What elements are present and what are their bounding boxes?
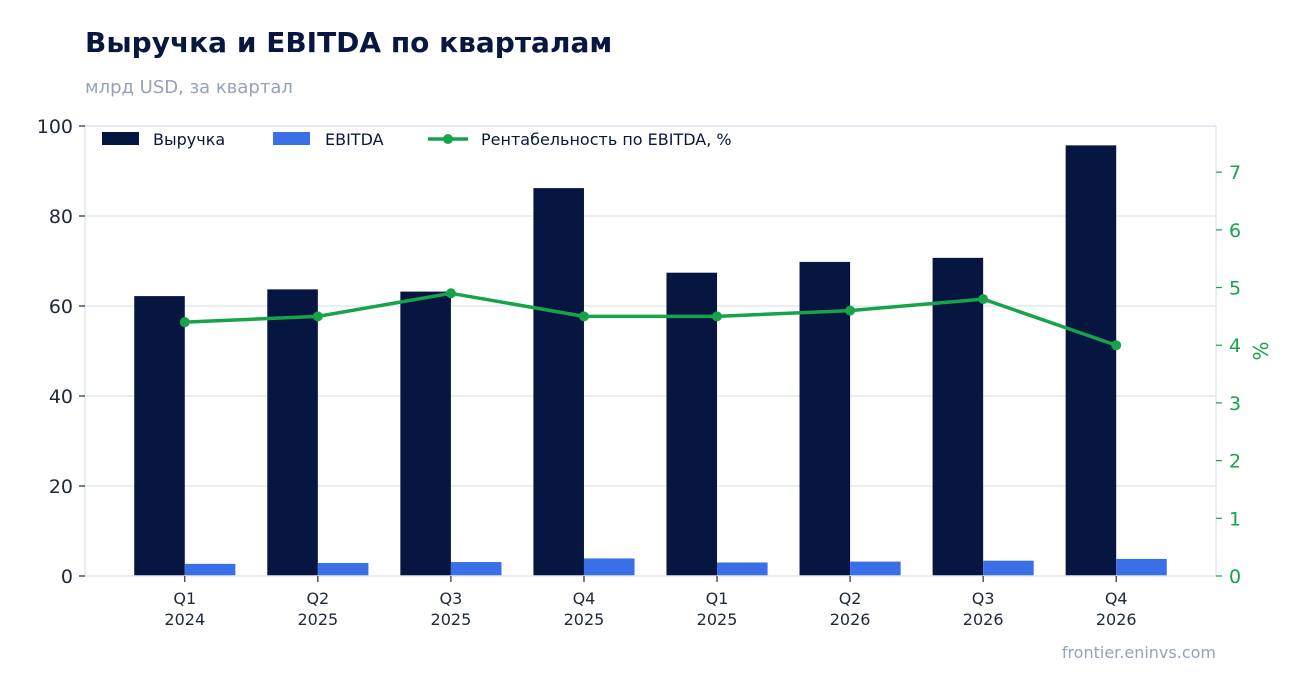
y-tick-label: 100 — [37, 116, 73, 138]
margin-point — [845, 305, 856, 316]
x-tick-label-year: 2025 — [297, 610, 338, 629]
y2-tick-label: 3 — [1229, 393, 1241, 415]
y2-axis-title: % — [1249, 341, 1273, 360]
legend-label-revenue: Выручка — [153, 130, 225, 149]
bar-ebitda — [850, 561, 901, 576]
y-tick-label: 20 — [49, 476, 73, 498]
bar-revenue — [932, 257, 984, 576]
bar-revenue — [134, 296, 185, 576]
margin-point — [578, 311, 589, 322]
margin-point — [1111, 340, 1122, 351]
x-tick-label-quarter: Q2 — [306, 589, 329, 608]
bar-revenue — [666, 272, 718, 576]
y2-tick-label: 0 — [1229, 566, 1241, 588]
x-tick-label-quarter: Q4 — [573, 589, 596, 608]
x-tick-label-year: 2026 — [1096, 610, 1137, 629]
bar-ebitda — [583, 558, 635, 576]
bar-revenue — [1065, 145, 1117, 576]
legend-label-margin: Рентабельность по EBITDA, % — [481, 130, 732, 149]
x-tick-label-year: 2026 — [830, 610, 871, 629]
y2-tick-label: 4 — [1229, 335, 1241, 357]
y-tick-label: 40 — [49, 386, 73, 408]
x-tick-label-year: 2025 — [697, 610, 738, 629]
x-tick-label-quarter: Q3 — [972, 589, 995, 608]
x-tick-label-quarter: Q1 — [706, 589, 729, 608]
margin-point — [712, 311, 723, 322]
x-tick-label-quarter: Q4 — [1105, 589, 1128, 608]
bars-layer — [134, 145, 1167, 576]
x-tick-label-quarter: Q2 — [839, 589, 862, 608]
x-tick-label-year: 2026 — [963, 610, 1004, 629]
margin-point — [978, 294, 989, 305]
x-tick-label-year: 2024 — [164, 610, 205, 629]
y-tick-label: 0 — [61, 566, 73, 588]
bar-revenue — [799, 261, 851, 576]
y-tick-label: 80 — [49, 206, 73, 228]
legend-marker-margin — [443, 134, 453, 144]
bar-ebitda — [184, 563, 236, 576]
chart-subtitle: млрд USD, за квартал — [85, 77, 293, 98]
x-tick-label-quarter: Q1 — [173, 589, 196, 608]
y2-tick-label: 6 — [1229, 220, 1241, 242]
bar-ebitda — [450, 562, 502, 576]
source-label: frontier.eninvs.com — [1062, 643, 1216, 662]
bar-ebitda — [983, 560, 1034, 576]
bar-revenue — [533, 188, 584, 576]
y2-tick-label: 1 — [1229, 508, 1241, 530]
legend: Выручка EBITDA Рентабельность по EBITDA, % — [102, 130, 732, 149]
y2-tick-label: 7 — [1229, 162, 1241, 184]
legend-swatch-ebitda — [273, 132, 310, 145]
legend-swatch-revenue — [102, 132, 139, 145]
margin-line — [184, 291, 1117, 347]
legend-label-ebitda: EBITDA — [325, 130, 384, 149]
chart-title: Выручка и EBITDA по кварталам — [85, 26, 613, 59]
line-layer — [179, 288, 1122, 351]
bar-ebitda — [717, 562, 768, 576]
x-tick-label-year: 2025 — [431, 610, 472, 629]
axes-layer: 0 20 40 60 80 100 0 1 2 3 4 5 6 7% Q1 2024 Q2 2025 Q3 2025 Q… — [37, 116, 1273, 629]
bar-ebitda — [1116, 558, 1167, 576]
margin-point — [312, 311, 323, 322]
y2-tick-label: 2 — [1229, 451, 1241, 473]
margin-point — [179, 317, 190, 328]
bar-revenue — [400, 291, 451, 576]
y2-tick-label: 5 — [1229, 278, 1241, 300]
x-tick-label-year: 2025 — [564, 610, 605, 629]
bar-ebitda — [317, 562, 369, 576]
margin-point — [445, 288, 456, 299]
x-tick-label-quarter: Q3 — [440, 589, 463, 608]
grid-layer — [85, 125, 1216, 487]
bar-revenue — [267, 289, 318, 576]
y-tick-label: 60 — [49, 296, 73, 318]
